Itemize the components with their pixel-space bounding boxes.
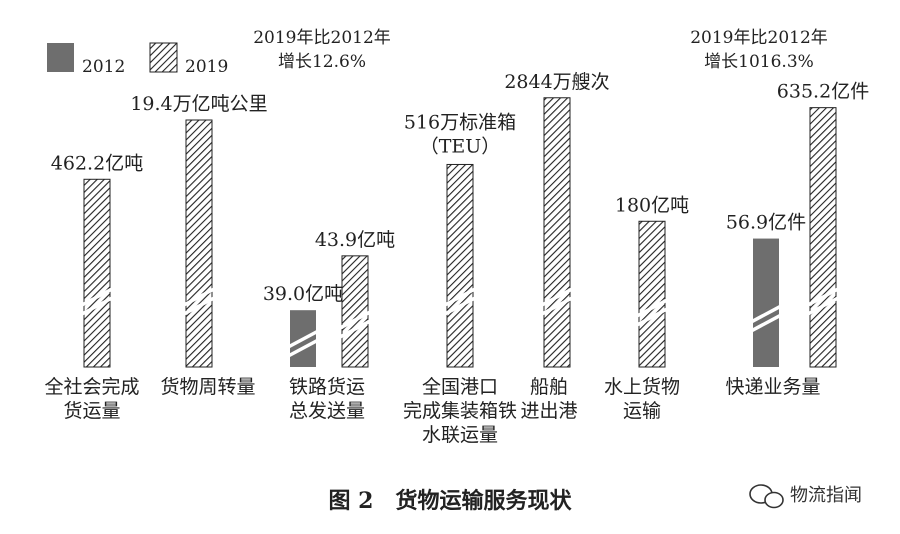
watermark: 物流指闻 — [749, 484, 862, 509]
axis-break-2019-1-1 — [183, 296, 215, 316]
value-label-2019-express: 635.2亿件 — [777, 81, 869, 103]
bar-2019-turnover — [185, 119, 213, 368]
axis-break-2012-2-0 — [287, 329, 319, 349]
bar-2019-rail — [341, 255, 369, 368]
category-label-express: 快递业务量 — [725, 376, 820, 398]
category-label-ship: 船舶进出港 — [520, 376, 577, 422]
category-label-port-container: 全国港口完成集装箱铁水联运量 — [403, 376, 517, 446]
value-label-2019-rail: 43.9亿吨 — [315, 229, 395, 251]
legend-swatch-2019 — [149, 42, 178, 73]
bar-2019-ship — [543, 97, 571, 368]
bar-2019-water — [638, 220, 666, 368]
axis-break-2012-6-0 — [750, 304, 782, 324]
category-label-rail: 铁路货运总发送量 — [289, 376, 365, 422]
axis-break-2019-1-0 — [183, 287, 215, 307]
legend-label-2019: 2019 — [185, 57, 228, 77]
axis-break-2019-6-1 — [807, 296, 839, 316]
axis-break-2019-2-1 — [339, 319, 371, 339]
axis-break-2019-4-1 — [541, 296, 573, 316]
annotations: 2019年比2012年增长12.6% 2019年比2012年增长1016.3% — [253, 28, 828, 72]
axis-break-2012-6-1 — [750, 313, 782, 333]
axis-break-2012-2-1 — [287, 338, 319, 358]
axis-break-2019-5-1 — [636, 307, 668, 327]
value-label-2019-freight-volume: 462.2亿吨 — [51, 152, 143, 174]
annotation-rail: 2019年比2012年增长12.6% — [253, 28, 391, 72]
bar-2019-freight-volume — [83, 178, 111, 368]
wechat-icon — [749, 484, 784, 509]
bar-2019-port-container — [446, 163, 474, 368]
axis-break-2019-2-0 — [339, 310, 371, 330]
value-label-2012-rail: 39.0亿吨 — [263, 283, 343, 305]
axis-break-2019-6-0 — [807, 287, 839, 307]
bar-2019-express — [809, 107, 837, 368]
axis-break-2019-3-1 — [444, 296, 476, 316]
watermark-text: 物流指闻 — [790, 485, 862, 506]
axis-break-2019-5-0 — [636, 298, 668, 318]
chart-caption: 图 2 货物运输服务现状 — [329, 488, 573, 514]
axis-break-2019-0-0 — [81, 287, 113, 307]
annotation-express: 2019年比2012年增长1016.3% — [690, 28, 828, 72]
value-label-2019-ship: 2844万艘次 — [504, 71, 609, 93]
category-label-turnover: 货物周转量 — [160, 376, 255, 398]
value-labels: 39.0亿吨 56.9亿件 462.2亿吨 19.4万亿吨公里 43.9亿吨 516万标准… — [51, 71, 869, 305]
category-label-freight-volume: 全社会完成货运量 — [44, 376, 139, 422]
value-label-2019-port-container: 516万标准箱（TEU） — [404, 111, 516, 157]
legend-label-2012: 2012 — [82, 57, 125, 77]
legend: 2012 2019 — [47, 42, 228, 77]
axis-break-2019-0-1 — [81, 296, 113, 316]
bars — [81, 97, 839, 368]
axis-break-2019-4-0 — [541, 287, 573, 307]
legend-swatch-2012 — [47, 43, 74, 72]
value-label-2019-water: 180亿吨 — [615, 194, 689, 216]
axis-break-2019-3-0 — [444, 287, 476, 307]
value-label-2012-express: 56.9亿件 — [726, 212, 806, 234]
value-label-2019-turnover: 19.4万亿吨公里 — [130, 93, 267, 115]
bar-2012-express — [753, 238, 779, 367]
category-label-water: 水上货物运输 — [604, 376, 680, 422]
